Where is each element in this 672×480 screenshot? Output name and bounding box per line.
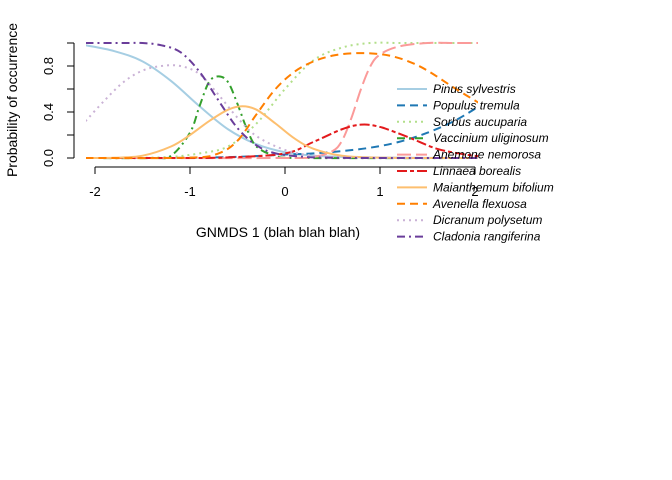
series-line-cladonia-rangiferina xyxy=(86,41,478,160)
legend-label: Sorbus aucuparia xyxy=(433,115,527,129)
y-tick-label: 0.0 xyxy=(41,149,56,167)
series-line-anemone-nemorosa xyxy=(86,41,478,160)
x-tick-label: -2 xyxy=(89,184,101,199)
x-axis-title: GNMDS 1 (blah blah blah) xyxy=(196,224,360,240)
legend-label: Cladonia rangiferina xyxy=(433,230,541,244)
x-tick-label: -1 xyxy=(184,184,196,199)
x-tick-label: 1 xyxy=(376,184,383,199)
series-line-maianthemum-bifolium xyxy=(86,105,478,160)
legend-label: Linnaea borealis xyxy=(433,164,521,178)
legend-label: Avenella flexuosa xyxy=(432,197,527,211)
series-line-sorbus-aucuparia xyxy=(86,41,478,160)
y-axis-title: Probability of occurrence xyxy=(4,23,20,177)
series-line-avenella-flexuosa xyxy=(86,52,478,160)
legend-label: Maianthemum bifolium xyxy=(433,180,554,194)
y-tick-label: 0.8 xyxy=(41,57,56,75)
x-tick-label: 2 xyxy=(471,184,478,199)
legend-label: Dicranum polysetum xyxy=(433,213,542,227)
x-tick-label: 0 xyxy=(281,184,288,199)
series-line-pinus-sylvestris xyxy=(86,44,478,160)
axes: -2 -1 0 1 2 0.0 0.4 0.8 xyxy=(41,42,479,199)
legend-label: Populus tremula xyxy=(433,98,520,112)
legend-label: Anemone nemorosa xyxy=(432,148,541,162)
y-tick-label: 0.4 xyxy=(41,103,56,121)
series-line-vaccinium-uliginosum xyxy=(86,75,478,160)
series-layer xyxy=(86,41,478,160)
legend-label: Pinus sylvestris xyxy=(433,82,516,96)
legend-label: Vaccinium uliginosum xyxy=(433,131,549,145)
legend: Pinus sylvestris Populus tremula Sorbus au… xyxy=(397,82,554,244)
series-line-linnaea-borealis xyxy=(86,123,478,160)
